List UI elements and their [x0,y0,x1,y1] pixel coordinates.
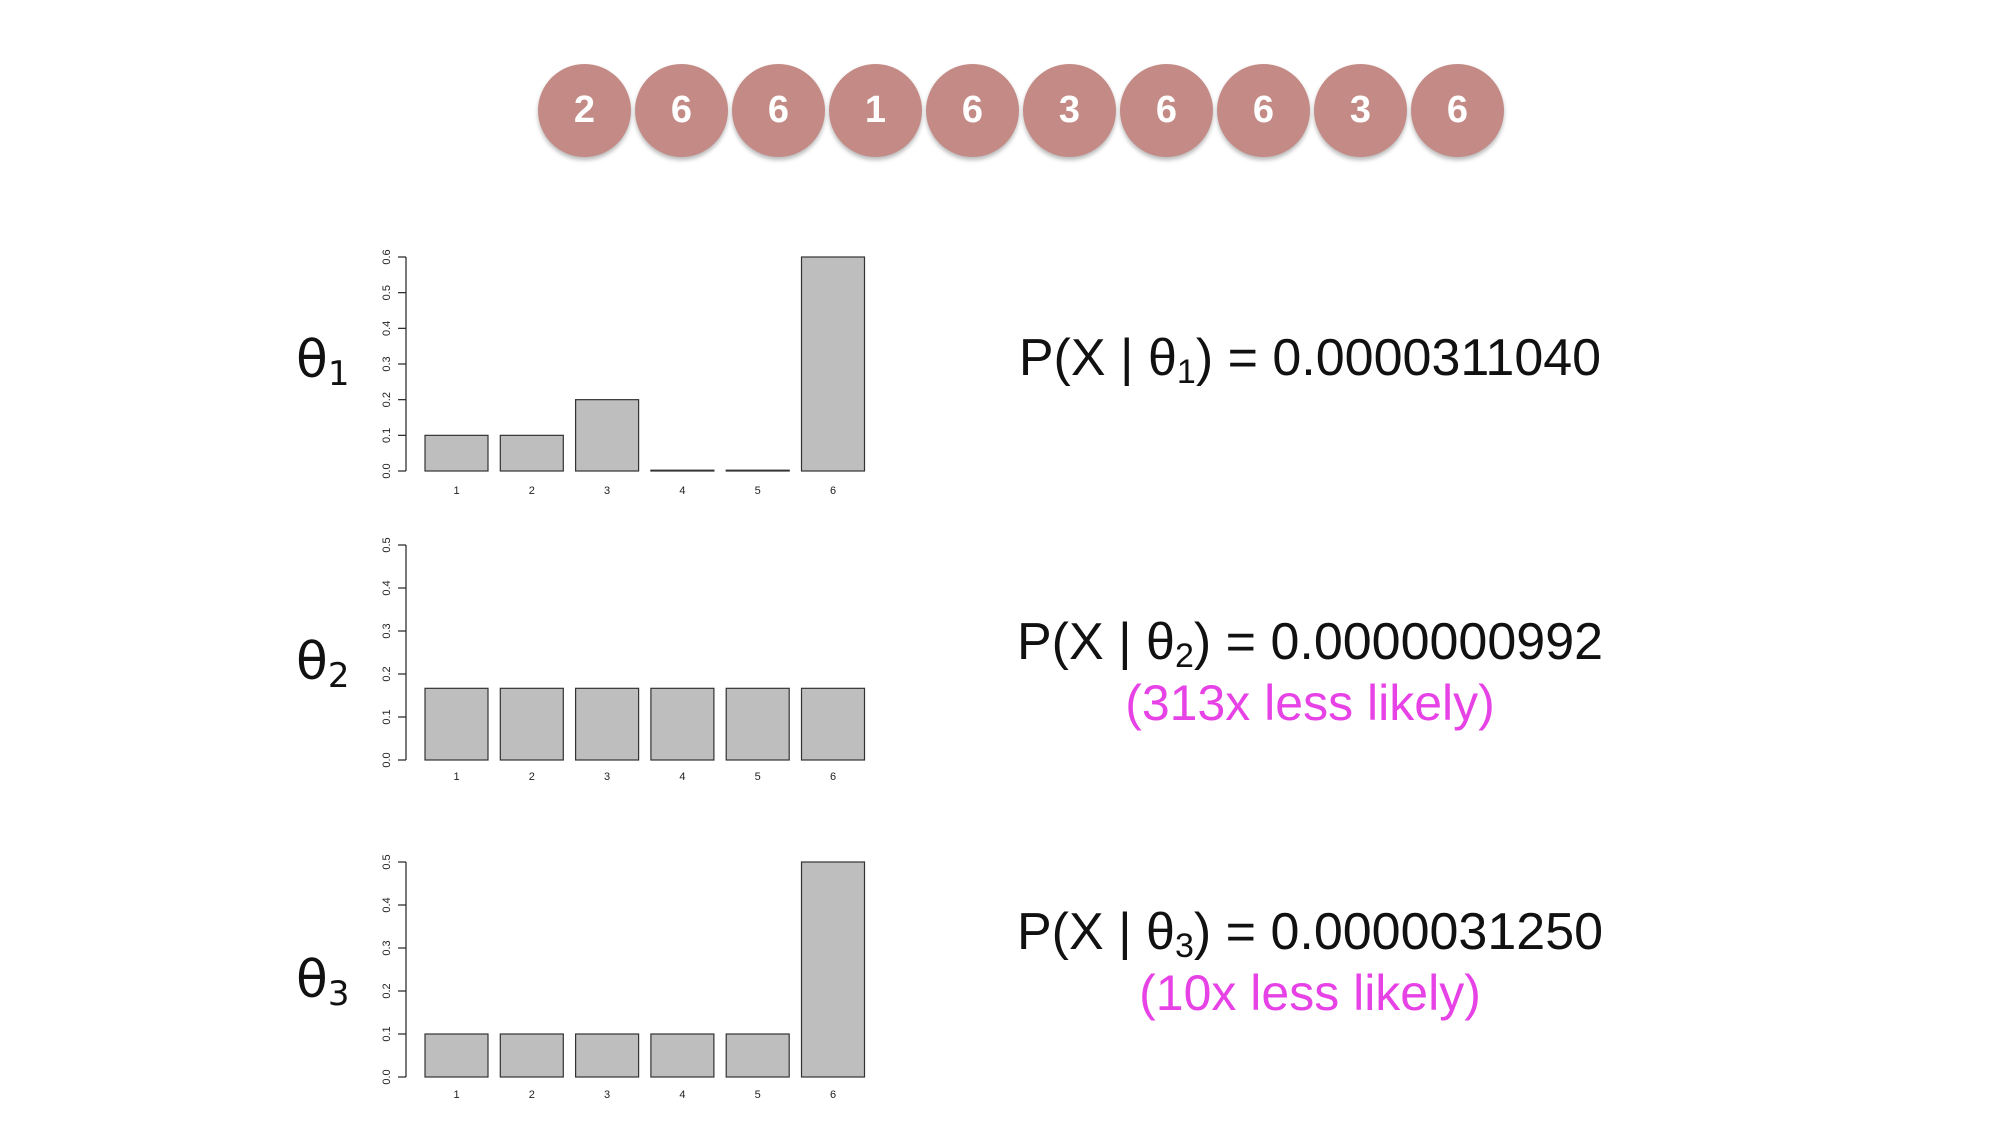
x-tick-label: 2 [529,485,535,497]
bar [424,687,489,761]
y-tick-label: 0.1 [381,428,393,443]
x-tick-label: 3 [604,485,610,497]
bar [800,861,866,1078]
y-tick-label: 0.5 [381,285,393,300]
likelihood-prefix: P(X | θ [1016,613,1175,671]
y-tick-label: 0.1 [381,1026,393,1041]
roll-circle: 6 [1411,64,1504,157]
y-tick-label: 0.0 [381,1069,393,1084]
bar [499,1033,564,1078]
bar [499,434,564,472]
likelihood-index: 3 [1174,927,1194,965]
bar [424,1033,489,1078]
relative-likelihood-note-theta2: (313x less likely) [1125,675,1495,731]
roll-circle: 6 [732,64,825,157]
y-tick-label: 0.3 [381,940,393,955]
roll-circle: 6 [1120,64,1213,157]
theta-index: 1 [327,354,350,394]
x-tick-label: 6 [830,485,836,497]
x-tick-label: 3 [604,1089,610,1101]
bar [650,469,715,472]
x-tick-label: 5 [755,771,761,783]
bar [574,1033,640,1078]
bar [650,1033,715,1078]
bar [574,687,640,761]
bar [499,687,564,761]
x-tick-label: 1 [453,485,459,497]
likelihood-index: 2 [1174,637,1194,675]
y-tick-label: 0.2 [381,392,393,407]
x-tick-label: 1 [453,771,459,783]
y-tick-label: 0.0 [381,752,393,767]
x-tick-label: 6 [830,1089,836,1101]
bar [800,687,866,761]
y-tick-label: 0.2 [381,983,393,998]
x-tick-label: 5 [755,1089,761,1101]
dice-rolls-sequence: 2 6 6 1 6 3 6 6 3 6 [0,0,2000,170]
y-tick-label: 0.0 [381,463,393,478]
y-tick-label: 0.3 [381,356,393,371]
roll-circle: 2 [538,64,631,157]
y-tick-label: 0.4 [381,580,393,595]
theta2-label: θ2 [296,632,349,696]
likelihood-value: ) = 0.0000311040 [1195,329,1602,387]
y-tick-label: 0.2 [381,666,393,681]
likelihood-theta2: P(X | θ2) = 0.0000000992 [1000,612,1620,675]
y-tick-label: 0.5 [381,854,393,869]
x-tick-label: 1 [453,1089,459,1101]
x-tick-label: 2 [529,1089,535,1101]
bar [725,469,790,472]
y-tick-label: 0.5 [381,537,393,552]
bar [574,399,640,472]
x-tick-label: 4 [679,771,685,783]
x-tick-label: 2 [529,771,535,783]
likelihood-theta3: P(X | θ3) = 0.0000031250 [1000,902,1620,965]
y-tick-label: 0.6 [381,249,393,264]
bar [725,1033,790,1078]
bar [725,687,790,761]
likelihood-prefix: P(X | θ [1016,903,1175,961]
relative-likelihood-note-theta3: (10x less likely) [1139,965,1481,1021]
theta3-label: θ3 [296,950,349,1014]
x-tick-label: 6 [830,771,836,783]
likelihood-theta1: P(X | θ1) = 0.0000311040 [1000,328,1620,391]
roll-circle: 1 [829,64,922,157]
y-tick-label: 0.4 [381,897,393,912]
theta-index: 2 [327,656,350,696]
theta1-label: θ1 [296,330,349,394]
roll-circle: 6 [1217,64,1310,157]
x-tick-label: 4 [679,485,685,497]
bar [800,256,866,472]
roll-circle: 3 [1314,64,1407,157]
x-tick-label: 3 [604,771,610,783]
roll-circle: 6 [635,64,728,157]
roll-circle: 3 [1023,64,1116,157]
x-tick-label: 5 [755,485,761,497]
x-tick-label: 4 [679,1089,685,1101]
likelihood-value: ) = 0.0000031250 [1193,903,1604,961]
bar [424,434,489,472]
y-tick-label: 0.4 [381,321,393,336]
theta-symbol: θ [296,950,328,1010]
bar [650,687,715,761]
y-tick-label: 0.3 [381,623,393,638]
y-tick-label: 0.1 [381,709,393,724]
roll-circle: 6 [926,64,1019,157]
likelihood-prefix: P(X | θ [1018,329,1177,387]
theta-symbol: θ [296,632,328,692]
theta-index: 3 [327,974,350,1014]
theta-symbol: θ [296,330,328,390]
likelihood-value: ) = 0.0000000992 [1193,613,1604,671]
likelihood-index: 1 [1176,353,1196,391]
